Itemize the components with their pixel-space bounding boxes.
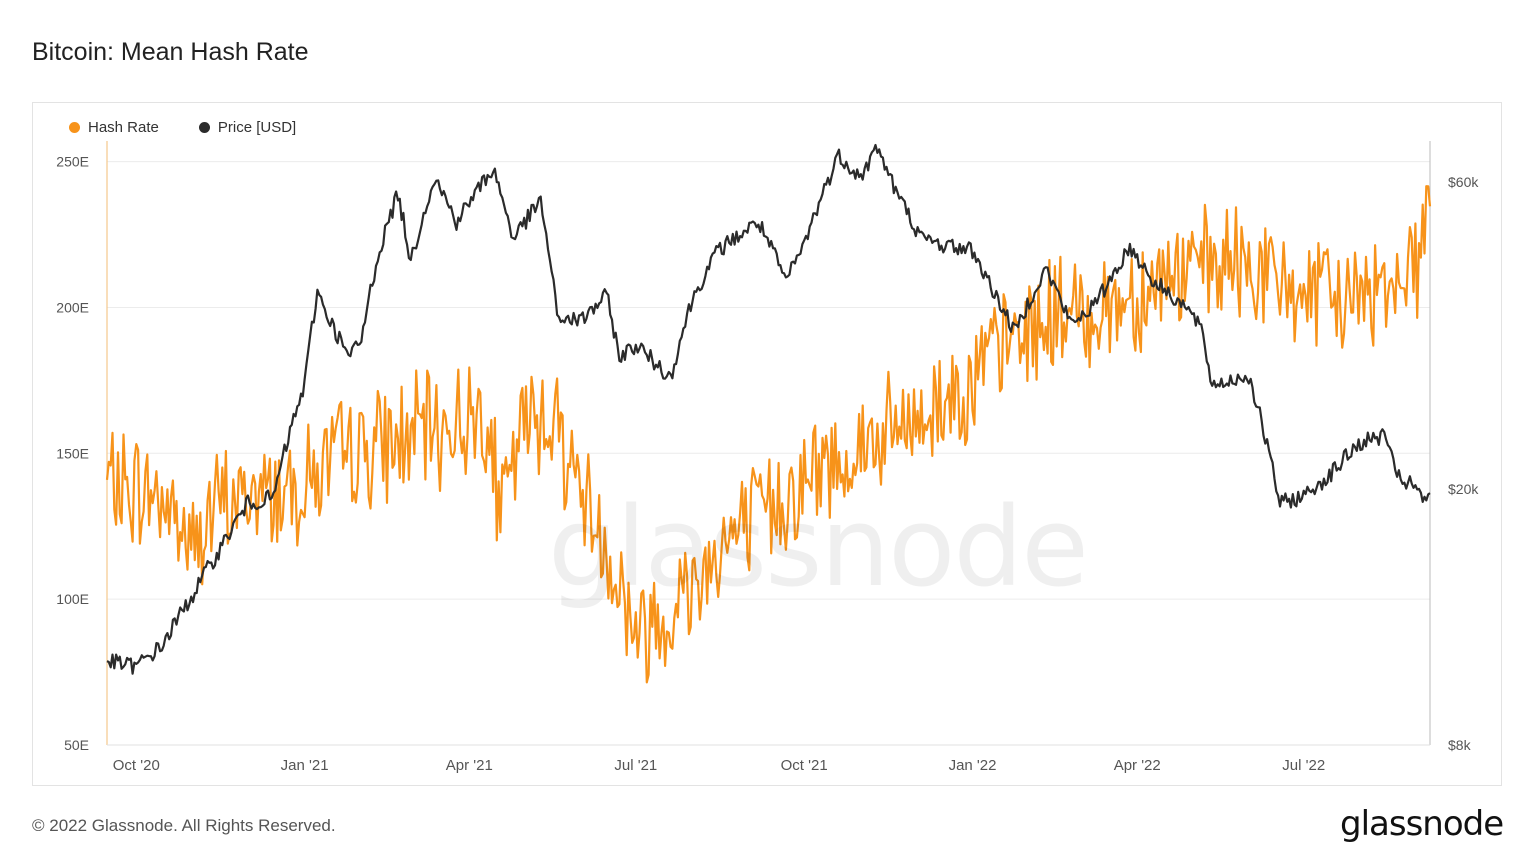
x-tick-label: Apr '22 [1114, 757, 1161, 774]
hash-rate-dot-icon [69, 122, 80, 133]
x-tick-label: Oct '21 [781, 757, 828, 774]
y-left-tick-label: 100E [56, 591, 89, 607]
legend-item-price[interactable]: Price [USD] [198, 119, 297, 136]
chart-plot: 50E 100E 150E 200E 250E $8k $20k $60k Oct '20 Jan… [56, 141, 1479, 774]
legend-item-hash-rate[interactable]: Hash Rate [69, 119, 159, 136]
chart-card: 50E 100E 150E 200E 250E $8k $20k $60k Oct '20 Jan… [32, 102, 1502, 786]
x-tick-label: Oct '20 [113, 757, 160, 774]
y-left-tick-label: 250E [56, 154, 89, 170]
x-tick-label: Jul '21 [614, 757, 657, 774]
x-tick-label: Apr '21 [446, 757, 493, 774]
y-left-tick-label: 200E [56, 299, 89, 315]
legend-label-price: Price [USD] [217, 119, 297, 136]
y-left-tick-label: 50E [64, 737, 89, 753]
chart-title: Bitcoin: Mean Hash Rate [32, 38, 309, 66]
series-price-line [106, 143, 1431, 675]
copyright-text: © 2022 Glassnode. All Rights Reserved. [32, 816, 336, 835]
watermark: glassnode [548, 483, 1089, 611]
glassnode-logo[interactable]: glassnode [1340, 804, 1504, 844]
x-tick-label: Jul '22 [1282, 757, 1325, 774]
price-dot-icon [198, 122, 210, 133]
y-right-tick-label: $8k [1448, 737, 1472, 753]
x-tick-label: Jan '21 [281, 757, 329, 774]
y-right-tick-label: $20k [1448, 481, 1479, 497]
legend: Hash Rate Price [USD] [69, 119, 296, 136]
x-tick-label: Jan '22 [949, 757, 997, 774]
legend-label-hash-rate: Hash Rate [88, 119, 159, 136]
y-left-tick-label: 150E [56, 445, 89, 461]
y-right-tick-label: $60k [1448, 174, 1479, 190]
series-hash-rate-line [105, 185, 1432, 684]
